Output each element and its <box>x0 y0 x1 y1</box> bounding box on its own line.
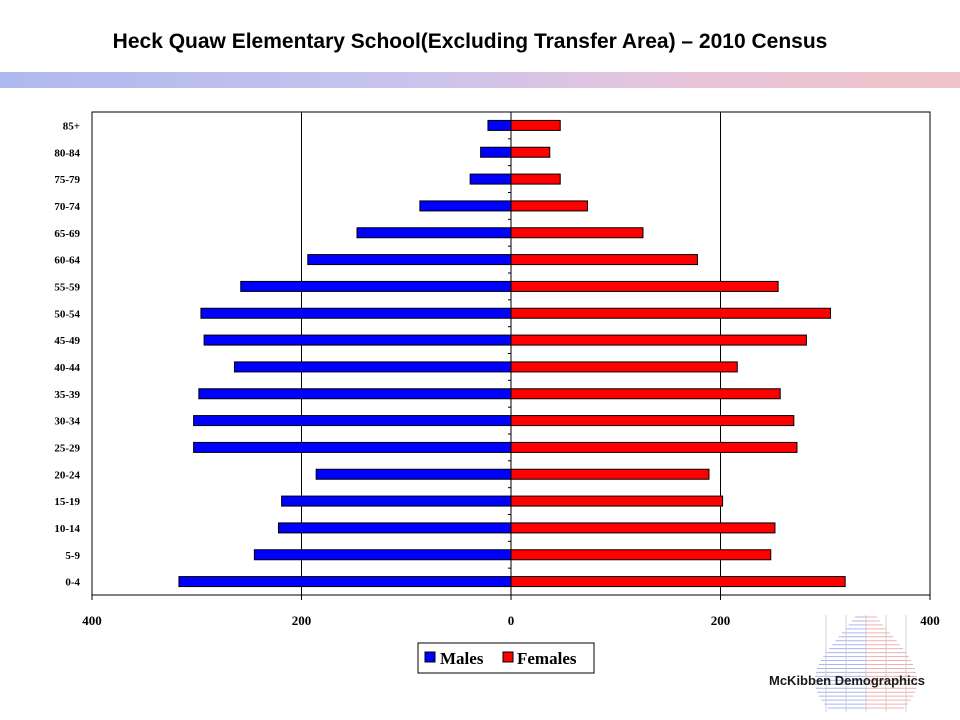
category-label: 40-44 <box>54 362 80 374</box>
bar-males-0-4 <box>178 576 512 588</box>
chart-title: Heck Quaw Elementary School(Excluding Tr… <box>112 30 828 53</box>
bar-females-20-24 <box>510 468 710 480</box>
bar-males-65-69 <box>356 227 512 239</box>
bar-females-65-69 <box>510 227 644 239</box>
bar-females-40-44 <box>510 361 738 373</box>
bar-males-75-79 <box>469 173 512 185</box>
legend-label-females: Females <box>517 649 577 668</box>
bar-males-50-54 <box>200 307 512 319</box>
title-gradient-bar <box>0 72 960 88</box>
legend-label-males: Males <box>440 649 484 668</box>
category-label: 30-34 <box>54 416 80 428</box>
bar-males-80-84 <box>480 146 512 158</box>
category-label: 75-79 <box>54 174 80 186</box>
category-label: 25-29 <box>54 442 80 454</box>
category-label: 55-59 <box>54 281 80 293</box>
bar-males-5-9 <box>253 549 512 561</box>
bar-males-15-19 <box>281 495 512 507</box>
bar-females-50-54 <box>510 307 831 319</box>
bar-males-40-44 <box>233 361 512 373</box>
bar-males-25-29 <box>193 441 512 453</box>
bar-females-30-34 <box>510 415 795 427</box>
x-tick-label: 0 <box>508 613 515 628</box>
bar-females-55-59 <box>510 280 779 292</box>
category-label: 45-49 <box>54 335 80 347</box>
category-label: 20-24 <box>54 469 80 481</box>
bar-females-0-4 <box>510 576 846 588</box>
bar-females-80-84 <box>510 146 551 158</box>
bar-females-85+ <box>510 119 561 131</box>
bar-females-60-64 <box>510 254 698 266</box>
bar-females-70-74 <box>510 200 588 212</box>
legend-swatch-females <box>502 651 514 663</box>
bar-females-25-29 <box>510 441 798 453</box>
legend-swatch-males <box>424 651 436 663</box>
x-tick-label: 200 <box>711 613 731 628</box>
bars-layer <box>178 119 846 588</box>
bar-males-55-59 <box>240 280 512 292</box>
bar-males-20-24 <box>315 468 512 480</box>
bar-females-75-79 <box>510 173 561 185</box>
bar-males-45-49 <box>203 334 512 346</box>
bar-males-30-34 <box>193 415 512 427</box>
bar-females-45-49 <box>510 334 807 346</box>
category-label: 15-19 <box>54 496 80 508</box>
category-label: 0-4 <box>65 577 80 589</box>
category-label: 60-64 <box>54 255 80 267</box>
x-tick-label: 200 <box>292 613 312 628</box>
category-label: 10-14 <box>54 523 80 535</box>
bar-males-10-14 <box>277 522 512 534</box>
bar-females-15-19 <box>510 495 724 507</box>
bar-males-85+ <box>487 119 512 131</box>
category-label: 35-39 <box>54 389 80 401</box>
x-tick-label: 400 <box>82 613 102 628</box>
bar-males-70-74 <box>419 200 512 212</box>
category-label: 65-69 <box>54 228 80 240</box>
category-label: 80-84 <box>54 147 80 159</box>
category-label: 85+ <box>63 120 80 132</box>
bar-females-5-9 <box>510 549 772 561</box>
legend: Males Females <box>417 642 595 674</box>
bar-males-35-39 <box>198 388 512 400</box>
watermark-pyramid-logo <box>814 615 918 712</box>
brand-label: McKibben Demographics <box>769 673 926 688</box>
bar-males-60-64 <box>307 254 512 266</box>
category-label: 5-9 <box>65 550 80 562</box>
bar-females-35-39 <box>510 388 781 400</box>
bar-females-10-14 <box>510 522 776 534</box>
x-tick-label: 400 <box>920 613 940 628</box>
axis-layer: 85+ 80-84 75-79 70-74 65-69 60-64 55-59 50-54 45… <box>54 111 940 628</box>
category-label: 50-54 <box>54 308 80 320</box>
category-label: 70-74 <box>54 201 80 213</box>
